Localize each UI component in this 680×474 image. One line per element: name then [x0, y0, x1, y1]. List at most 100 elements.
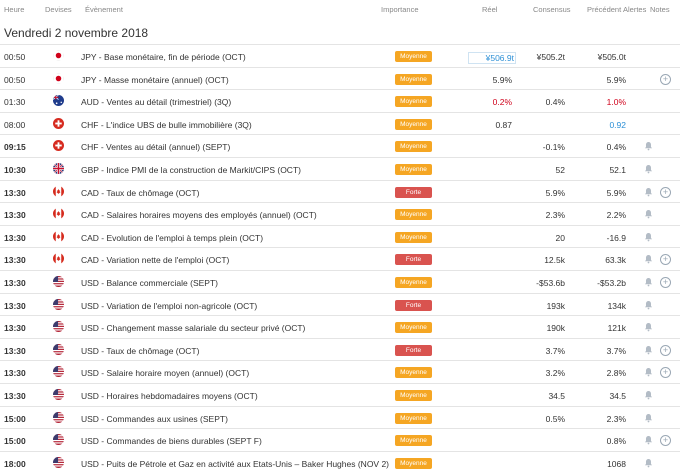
event-name[interactable]: USD - Commandes de biens durables (SEPT …	[81, 436, 262, 447]
event-name[interactable]: CAD - Salaires horaires moyens des emplo…	[81, 210, 317, 221]
event-time: 13:30	[4, 278, 26, 288]
event-time: 13:30	[4, 323, 26, 334]
table-row[interactable]: 00:50 JPY - Base monétaire, fin de périod…	[0, 44, 680, 67]
bell-icon[interactable]	[644, 435, 653, 445]
table-row[interactable]: 01:30 AUD - Ventes au détail (trimestriel…	[0, 89, 680, 112]
importance-badge: Moyenne	[395, 164, 432, 175]
col-evenement: Évènement	[85, 5, 123, 14]
jp-flag-icon	[53, 72, 64, 84]
bell-icon[interactable]	[644, 322, 653, 332]
previous-value: 3.7%	[606, 345, 626, 356]
table-header: Heure Devises Évènement Importance Réel …	[0, 0, 680, 18]
previous-value: 2.8%	[606, 368, 626, 379]
previous-value: -$53.2b	[597, 278, 626, 288]
importance-badge: Forte	[395, 254, 432, 266]
table-row[interactable]: 10:30 GBP - Indice PMI de la construction…	[0, 157, 680, 180]
event-time: 13:30	[4, 368, 26, 379]
add-note-icon[interactable]: +	[660, 73, 671, 85]
event-time: 15:00	[4, 413, 26, 424]
table-row[interactable]: 18:00 USD - Puits de Pétrole et Gaz en ac…	[0, 450, 680, 474]
ca-flag-icon	[53, 230, 64, 242]
event-name[interactable]: CAD - Taux de chômage (OCT)	[81, 187, 200, 198]
add-note-icon[interactable]: +	[660, 186, 671, 198]
bell-icon[interactable]	[644, 232, 653, 242]
table-row[interactable]: 13:30 USD - Variation de l'emploi non-agr…	[0, 292, 680, 316]
event-name[interactable]: USD - Salaire horaire moyen (annuel) (OC…	[81, 368, 250, 379]
bell-icon[interactable]	[644, 300, 653, 310]
us-flag-icon	[53, 276, 64, 287]
previous-value: 1068	[607, 458, 626, 469]
event-name[interactable]: USD - Changement masse salariale du sect…	[81, 323, 306, 334]
bell-icon[interactable]	[644, 164, 653, 174]
event-name[interactable]: USD - Puits de Pétrole et Gaz en activit…	[81, 458, 390, 469]
us-flag-icon	[53, 434, 64, 446]
event-name[interactable]: CAD - Variation nette de l'emploi (OCT)	[81, 255, 230, 266]
add-note-icon[interactable]: +	[660, 367, 671, 379]
bell-icon[interactable]	[644, 458, 653, 468]
consensus-value: 52	[555, 165, 565, 175]
table-row[interactable]: 13:30 USD - Balance commerciale (SEPT) Moy…	[0, 270, 680, 293]
add-note-icon[interactable]: +	[660, 344, 671, 356]
consensus-value: 193k	[546, 300, 565, 311]
col-consensus: Consensus	[533, 5, 571, 14]
consensus-value: 190k	[546, 323, 565, 334]
event-name[interactable]: USD - Commandes aux usines (SEPT)	[81, 413, 228, 424]
table-row[interactable]: 13:30 CAD - Evolution de l'emploi à temps…	[0, 224, 680, 248]
table-row[interactable]: 00:50 JPY - Masse monétaire (annuel) (OCT…	[0, 66, 680, 90]
table-row[interactable]: 15:00 USD - Commandes aux usines (SEPT) Mo…	[0, 405, 680, 429]
event-name[interactable]: JPY - Base monétaire, fin de période (OC…	[81, 52, 246, 62]
add-note-icon[interactable]: +	[660, 435, 671, 447]
table-row[interactable]: 13:30 USD - Salaire horaire moyen (annuel…	[0, 360, 680, 383]
us-flag-icon	[53, 456, 64, 468]
importance-badge: Moyenne	[395, 209, 432, 221]
col-devises: Devises	[45, 5, 72, 14]
event-time: 08:00	[4, 119, 26, 130]
importance-badge: Moyenne	[395, 277, 432, 288]
event-name[interactable]: AUD - Ventes au détail (trimestriel) (3Q…	[81, 97, 232, 108]
consensus-value: 3.7%	[545, 345, 565, 356]
bell-icon[interactable]	[644, 141, 653, 151]
table-row[interactable]: 13:30 CAD - Variation nette de l'emploi (…	[0, 247, 680, 270]
table-row[interactable]: 08:00 CHF - L'indice UBS de bulle immobil…	[0, 111, 680, 135]
table-row[interactable]: 13:30 USD - Horaires hebdomadaires moyens…	[0, 383, 680, 406]
table-row[interactable]: 13:30 USD - Taux de chômage (OCT) Forte 3.7…	[0, 337, 680, 361]
previous-value: 52.1	[609, 165, 626, 175]
col-reel: Réel	[482, 5, 498, 14]
bell-icon[interactable]	[644, 413, 653, 423]
previous-value: 63.3k	[605, 255, 626, 266]
event-name[interactable]: USD - Balance commerciale (SEPT)	[81, 278, 218, 288]
bell-icon[interactable]	[644, 254, 653, 264]
previous-value: ¥505.0t	[597, 52, 626, 62]
add-note-icon[interactable]: +	[660, 277, 671, 288]
bell-icon[interactable]	[644, 367, 653, 377]
event-time: 09:15	[4, 142, 26, 153]
table-row[interactable]: 09:15 CHF - Ventes au détail (annuel) (SE…	[0, 134, 680, 157]
us-flag-icon	[53, 343, 64, 355]
table-row[interactable]: 15:00 USD - Commandes de biens durables (…	[0, 428, 680, 451]
bell-icon[interactable]	[644, 209, 653, 219]
ca-flag-icon	[53, 253, 64, 265]
table-row[interactable]: 13:30 CAD - Taux de chômage (OCT) Forte 5.9…	[0, 179, 680, 203]
event-name[interactable]: CHF - Ventes au détail (annuel) (SEPT)	[81, 142, 231, 153]
event-name[interactable]: USD - Taux de chômage (OCT)	[81, 345, 200, 356]
bell-icon[interactable]	[644, 345, 653, 355]
consensus-value: -$53.6b	[536, 278, 565, 288]
event-name[interactable]: GBP - Indice PMI de la construction de M…	[81, 165, 301, 175]
ch-flag-icon	[53, 140, 64, 152]
table-row[interactable]: 13:30 CAD - Salaires horaires moyens des …	[0, 202, 680, 225]
event-name[interactable]: CHF - L'indice UBS de bulle immobilière …	[81, 119, 252, 130]
table-row[interactable]: 13:30 USD - Changement masse salariale du…	[0, 315, 680, 338]
bell-icon[interactable]	[644, 390, 653, 400]
add-note-icon[interactable]: +	[660, 254, 671, 266]
event-time: 13:30	[4, 300, 26, 311]
event-name[interactable]: CAD - Evolution de l'emploi à temps plei…	[81, 232, 264, 243]
event-name[interactable]: USD - Horaires hebdomadaires moyens (OCT…	[81, 391, 258, 401]
bell-icon[interactable]	[644, 277, 653, 287]
importance-badge: Moyenne	[395, 322, 432, 334]
event-name[interactable]: JPY - Masse monétaire (annuel) (OCT)	[81, 74, 229, 85]
bell-icon[interactable]	[644, 187, 653, 197]
event-name[interactable]: USD - Variation de l'emploi non-agricole…	[81, 300, 258, 311]
previous-value: 0.8%	[606, 436, 626, 447]
event-time: 15:00	[4, 436, 26, 447]
event-time: 01:30	[4, 97, 26, 108]
